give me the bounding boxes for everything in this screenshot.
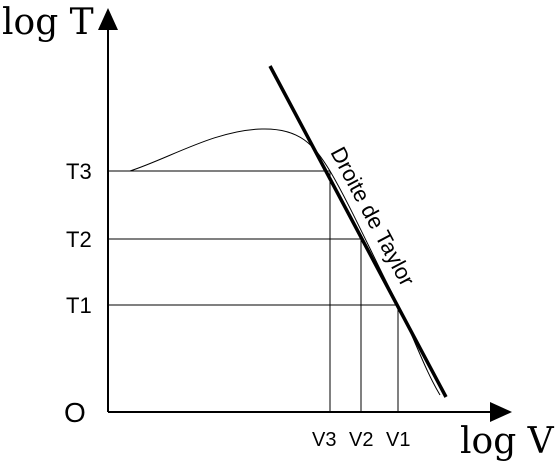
origin-label: O bbox=[64, 397, 86, 428]
x-axis-arrowhead bbox=[490, 402, 512, 422]
y-tick-t1: T1 bbox=[66, 293, 92, 318]
y-tick-t2: T2 bbox=[66, 227, 92, 252]
y-axis-arrowhead bbox=[98, 8, 118, 30]
y-axis-label: log T bbox=[2, 2, 94, 43]
x-axis-label: log V bbox=[460, 421, 555, 462]
x-tick-v3: V3 bbox=[312, 429, 336, 451]
x-tick-v1: V1 bbox=[386, 429, 410, 451]
x-tick-v2: V2 bbox=[349, 429, 373, 451]
y-tick-t3: T3 bbox=[66, 159, 92, 184]
taylor-line bbox=[268, 65, 448, 398]
taylor-line-label: Droite de Taylor bbox=[326, 143, 420, 290]
